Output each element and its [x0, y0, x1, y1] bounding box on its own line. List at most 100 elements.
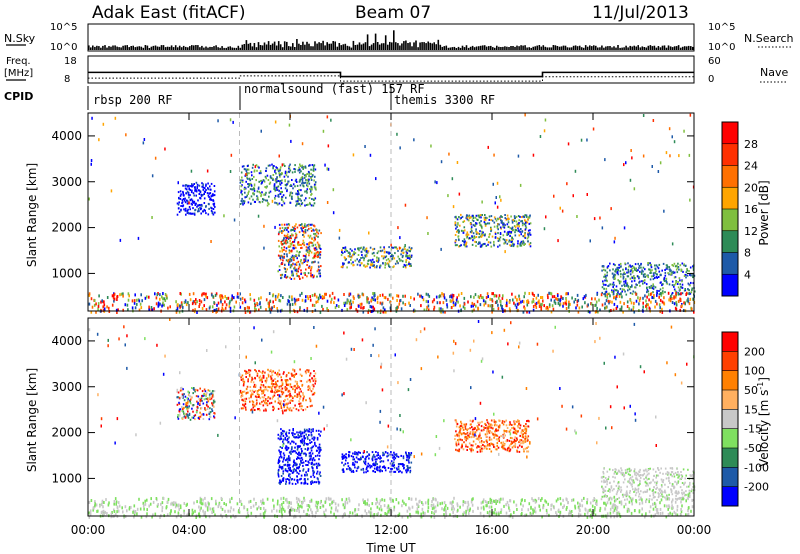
power-echo-r6: [567, 305, 570, 309]
velocity-echo-r2: [318, 482, 320, 485]
power-echo-r6: [93, 299, 96, 302]
nsky-bar: [570, 47, 573, 50]
power-echo-r6: [600, 293, 603, 297]
power-echo-r4: [512, 219, 515, 221]
power-echo-r3: [410, 247, 413, 250]
power-echo-r4: [481, 230, 483, 233]
nsearch-dot: [583, 49, 585, 50]
power-echo-r6: [400, 307, 403, 311]
power-echo-r2: [289, 234, 292, 237]
velocity-echo-r1: [311, 384, 314, 387]
power-sparse-echo: [88, 197, 90, 201]
velocity-echo-r3: [392, 456, 394, 459]
nsearch-dot: [175, 49, 177, 50]
power-echo-r3: [349, 248, 352, 251]
power-echo-r1: [246, 177, 249, 180]
nsearch-dot: [682, 49, 684, 50]
power-echo-r3: [384, 262, 387, 264]
power-echo-r4: [521, 230, 524, 233]
velocity-echo-r0: [191, 407, 193, 410]
power-echo-r2: [312, 244, 314, 247]
velocity-echo-r1: [258, 389, 260, 391]
nsky-bar: [132, 45, 134, 50]
velocity-echo-r1: [264, 371, 266, 374]
power-echo-r3: [359, 259, 361, 262]
velocity-echo-r2: [299, 435, 301, 437]
nsky-bar: [352, 40, 355, 50]
power-echo-r3: [379, 246, 382, 249]
power-echo-r1: [260, 172, 262, 175]
power-echo-r6: [213, 308, 216, 312]
power-echo-r4: [523, 244, 525, 246]
power-echo-r3: [382, 262, 384, 265]
velocity-echo-r1: [244, 400, 247, 403]
nsky-bar: [98, 46, 100, 50]
power-echo-r5: [617, 290, 619, 293]
power-echo-r5: [678, 277, 681, 280]
power-echo-r5: [606, 271, 608, 274]
power-echo-r5: [626, 282, 629, 285]
power-echo-r6: [668, 298, 670, 302]
power-echo-r1: [298, 166, 300, 169]
power-echo-r6: [396, 299, 398, 302]
velocity-echo-r2: [289, 457, 291, 460]
nsearch-dot: [268, 49, 269, 50]
power-echo-r3: [410, 254, 413, 257]
power-echo-r6: [387, 297, 389, 301]
velocity-echo-r1: [282, 403, 284, 406]
power-echo-r4: [491, 219, 494, 222]
velocity-echo-r3: [402, 463, 404, 466]
velocity-echo-r3: [358, 458, 360, 461]
power-sparse-echo: [253, 183, 256, 187]
power-echo-r4: [483, 221, 486, 224]
power-echo-r2: [317, 235, 319, 238]
power-echo-r4: [469, 230, 472, 233]
velocity-echo-r3: [382, 451, 384, 454]
velocity-echo-r1: [242, 380, 245, 383]
nsearch-dot: [468, 49, 469, 50]
power-echo-r0: [190, 198, 193, 201]
velocity-echo-r0: [199, 415, 202, 418]
power-echo-r6: [91, 305, 94, 309]
power-echo-r4: [523, 223, 526, 226]
velocity-echo-r0: [204, 407, 206, 409]
velocity-echo-r1: [281, 387, 284, 390]
power-echo-r1: [279, 175, 281, 178]
nsearch-dot: [462, 49, 463, 50]
power-echo-r1: [260, 195, 262, 198]
velocity-echo-r1: [284, 379, 287, 382]
power-echo-r4: [521, 220, 523, 223]
power-echo-r0: [184, 201, 187, 204]
power-echo-r4: [499, 226, 502, 229]
velocity-echo-r2: [282, 452, 285, 455]
velocity-echo-r2: [277, 475, 280, 478]
power-echo-r1: [240, 185, 243, 188]
power-echo-r2: [305, 249, 308, 252]
velocity-echo-r2: [307, 478, 309, 481]
power-echo-r6: [543, 304, 545, 308]
power-echo-r1: [278, 189, 280, 192]
nsearch-dot: [334, 49, 336, 50]
power-echo-r5: [634, 269, 637, 272]
power-echo-r5: [634, 286, 636, 289]
power-sparse-echo: [332, 211, 335, 215]
power-echo-r3: [364, 254, 366, 257]
power-echo-r4: [455, 239, 457, 242]
velocity-echo-r1: [248, 373, 251, 376]
power-echo-r5: [659, 288, 662, 291]
power-echo-r1: [264, 193, 267, 196]
power-echo-r3: [378, 259, 380, 262]
nsky-bar: [540, 46, 543, 50]
nsearch-dot: [88, 49, 90, 50]
power-echo-r3: [408, 261, 410, 264]
power-echo-r2: [296, 268, 298, 271]
nsearch-dot: [557, 49, 558, 50]
nsky-bar: [405, 40, 407, 50]
power-echo-r5: [692, 276, 694, 279]
power-echo-r6: [573, 300, 575, 304]
power-echo-r3: [342, 252, 344, 254]
power-echo-r2: [305, 225, 307, 228]
power-echo-r6: [557, 294, 559, 298]
velocity-echo-r2: [299, 445, 301, 448]
power-echo-r3: [376, 265, 378, 268]
